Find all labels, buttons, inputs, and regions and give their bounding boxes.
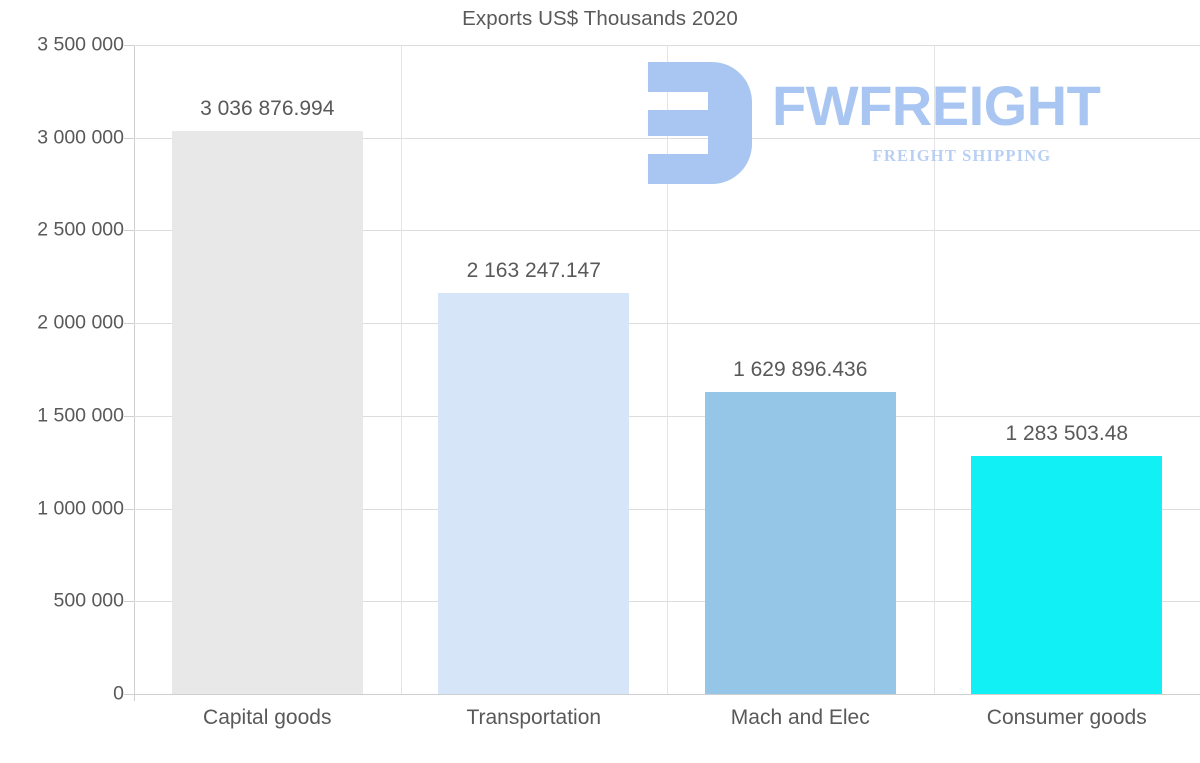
- x-axis-category-label: Capital goods: [203, 706, 332, 729]
- gridline: [134, 694, 1200, 695]
- y-axis-tick-label: 1 500 000: [37, 404, 124, 427]
- y-axis-tick-mark: [124, 45, 134, 46]
- bar[interactable]: [704, 391, 896, 694]
- y-axis-tick-label: 500 000: [53, 589, 125, 612]
- y-axis-tick-label: 1 000 000: [37, 497, 124, 520]
- bar[interactable]: [438, 292, 630, 694]
- chart-title: Exports US$ Thousands 2020: [462, 7, 738, 30]
- y-axis-tick-mark: [124, 508, 134, 510]
- bar-value-label: 3 036 876.994: [200, 96, 335, 120]
- category-gridline: [401, 45, 402, 694]
- x-axis-labels: Capital goods Transportation Mach and Elec…: [134, 700, 1200, 750]
- y-axis-tick-mark: [124, 137, 134, 139]
- y-axis-tick-label: 2 000 000: [37, 311, 124, 334]
- y-axis-tick-mark: [124, 694, 134, 695]
- bar-value-label: 2 163 247.147: [466, 258, 601, 282]
- y-axis-line: [134, 45, 135, 701]
- y-axis-tick-label: 3 000 000: [37, 126, 124, 149]
- y-axis-tick-label: 0: [113, 682, 124, 705]
- bar-value-label: 1 283 503.48: [1005, 422, 1129, 445]
- y-axis-tick-label: 3 500 000: [37, 33, 124, 56]
- y-axis-tick-mark: [124, 415, 134, 417]
- bars-layer: 3 036 876.994 2 163 247.147 1 629 896.436 1…: [134, 45, 1200, 694]
- y-axis-labels: 0 500 000 1 000 000 1 500 000 2 000 000 2 500…: [0, 34, 134, 705]
- y-axis-tick-label: 2 500 000: [37, 218, 124, 241]
- bar[interactable]: [171, 130, 363, 694]
- x-axis-category-label: Mach and Elec: [730, 706, 870, 729]
- y-axis-tick-mark: [124, 230, 134, 232]
- y-axis-tick-mark: [124, 323, 134, 325]
- y-axis-tick-mark: [124, 601, 134, 603]
- category-gridline: [934, 45, 935, 694]
- bar[interactable]: [971, 456, 1163, 694]
- x-axis-category-label: Transportation: [466, 706, 602, 729]
- x-axis-category-label: Consumer goods: [986, 706, 1147, 729]
- category-gridline: [667, 45, 668, 694]
- bar-value-label: 1 629 896.436: [733, 357, 868, 381]
